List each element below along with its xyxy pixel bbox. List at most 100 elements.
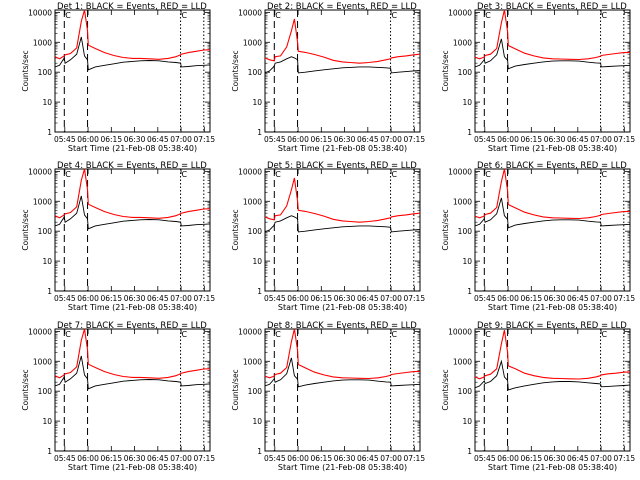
x-axis-title: Start Time (21-Feb-08 05:38:40) bbox=[68, 144, 197, 153]
x-tick-label: 05:45 bbox=[54, 294, 76, 303]
x-tick-label: 06:45 bbox=[357, 454, 379, 463]
panel-title: Det 3: BLACK = Events, RED = LLD bbox=[477, 2, 627, 12]
y-tick-label: 1 bbox=[257, 287, 262, 296]
flag-marker: C bbox=[602, 11, 608, 20]
x-tick-label: 06:00 bbox=[77, 454, 99, 463]
x-tick-label: 06:15 bbox=[520, 294, 542, 303]
y-tick-label: 1000 bbox=[33, 357, 52, 366]
detector-panel: Det 3: BLACK = Events, RED = LLD 1 10 100 10… bbox=[441, 2, 635, 153]
y-tick-label: 10 bbox=[462, 257, 472, 266]
flag-marker: C bbox=[485, 330, 491, 339]
panel-title: Det 7: BLACK = Events, RED = LLD bbox=[57, 321, 207, 331]
detector-panel: Det 6: BLACK = Events, RED = LLD 1 10 100 10… bbox=[441, 161, 635, 312]
y-tick-label: 100 bbox=[38, 227, 53, 236]
x-tick-label: 06:15 bbox=[310, 454, 332, 463]
y-tick-label: 1 bbox=[467, 128, 472, 137]
x-tick-label: 06:30 bbox=[544, 294, 566, 303]
x-axis-title: Start Time (21-Feb-08 05:38:40) bbox=[68, 303, 197, 312]
y-tick-label: 10 bbox=[252, 98, 262, 107]
x-tick-label: 06:30 bbox=[334, 454, 356, 463]
x-tick-label: 06:30 bbox=[124, 135, 146, 144]
panel-title: Det 9: BLACK = Events, RED = LLD bbox=[477, 321, 627, 331]
y-axis-title: Counts/sec bbox=[231, 50, 240, 91]
x-tick-label: 07:15 bbox=[613, 294, 635, 303]
x-tick-label: 06:45 bbox=[357, 135, 379, 144]
x-tick-label: 06:30 bbox=[124, 294, 146, 303]
y-tick-label: 100 bbox=[458, 387, 473, 396]
y-tick-label: 100 bbox=[248, 387, 263, 396]
panel-title: Det 1: BLACK = Events, RED = LLD bbox=[57, 2, 207, 12]
detector-panel: Det 9: BLACK = Events, RED = LLD 1 10 100 10… bbox=[441, 321, 635, 472]
x-tick-label: 05:45 bbox=[474, 294, 496, 303]
x-tick-label: 06:30 bbox=[124, 454, 146, 463]
x-axis-title: Start Time (21-Feb-08 05:38:40) bbox=[278, 463, 407, 472]
x-tick-label: 07:15 bbox=[403, 135, 425, 144]
flag-marker: C bbox=[392, 330, 398, 339]
x-tick-label: 07:15 bbox=[403, 454, 425, 463]
y-tick-label: 1000 bbox=[33, 38, 52, 47]
y-tick-label: 1000 bbox=[453, 38, 472, 47]
detector-panel: Det 7: BLACK = Events, RED = LLD 1 10 100 10… bbox=[21, 321, 215, 472]
x-tick-label: 05:45 bbox=[264, 135, 286, 144]
plot-frame bbox=[474, 9, 631, 133]
plot-frame bbox=[54, 168, 211, 292]
flag-marker: C bbox=[65, 330, 71, 339]
lld-series-line bbox=[54, 168, 211, 219]
y-tick-label: 100 bbox=[248, 68, 263, 77]
x-tick-label: 07:00 bbox=[170, 454, 192, 463]
x-axis-title: Start Time (21-Feb-08 05:38:40) bbox=[488, 144, 617, 153]
y-tick-label: 10000 bbox=[28, 167, 52, 176]
detector-panel: Det 5: BLACK = Events, RED = LLD 1 10 100 10… bbox=[231, 161, 425, 312]
plot-frame bbox=[264, 168, 421, 292]
events-series-line bbox=[264, 357, 421, 388]
y-axis-title: Counts/sec bbox=[231, 209, 240, 250]
lld-series-line bbox=[474, 9, 631, 61]
x-tick-label: 05:45 bbox=[474, 135, 496, 144]
x-tick-label: 06:15 bbox=[310, 294, 332, 303]
detector-panel: Det 1: BLACK = Events, RED = LLD 1 10 100 10… bbox=[21, 2, 215, 153]
flag-marker: C bbox=[182, 330, 188, 339]
x-tick-label: 07:15 bbox=[193, 454, 215, 463]
x-tick-label: 06:15 bbox=[520, 454, 542, 463]
y-axis-title: Counts/sec bbox=[21, 50, 30, 91]
x-tick-label: 06:30 bbox=[544, 135, 566, 144]
y-tick-label: 10000 bbox=[28, 327, 52, 336]
plot-frame bbox=[264, 9, 421, 133]
flag-marker: C bbox=[602, 330, 608, 339]
y-tick-label: 1 bbox=[47, 447, 52, 456]
panel-title: Det 8: BLACK = Events, RED = LLD bbox=[267, 321, 417, 331]
x-tick-label: 06:45 bbox=[147, 454, 169, 463]
x-tick-label: 06:15 bbox=[100, 135, 122, 144]
y-tick-label: 100 bbox=[38, 68, 53, 77]
plot-frame bbox=[474, 168, 631, 292]
x-tick-label: 05:45 bbox=[474, 454, 496, 463]
x-tick-label: 07:00 bbox=[590, 294, 612, 303]
y-axis-title: Counts/sec bbox=[231, 369, 240, 410]
lld-series-line bbox=[264, 177, 421, 223]
y-tick-label: 100 bbox=[38, 387, 53, 396]
x-axis-title: Start Time (21-Feb-08 05:38:40) bbox=[68, 463, 197, 472]
x-tick-label: 05:45 bbox=[54, 135, 76, 144]
x-tick-label: 06:00 bbox=[287, 454, 309, 463]
y-tick-label: 1 bbox=[257, 447, 262, 456]
flag-marker: C bbox=[65, 11, 71, 20]
x-tick-label: 07:00 bbox=[590, 454, 612, 463]
y-tick-label: 1000 bbox=[243, 197, 262, 206]
y-tick-label: 1 bbox=[467, 447, 472, 456]
x-tick-label: 07:00 bbox=[170, 135, 192, 144]
y-tick-label: 1000 bbox=[33, 197, 52, 206]
x-tick-label: 05:45 bbox=[264, 294, 286, 303]
y-tick-label: 10000 bbox=[238, 167, 262, 176]
x-tick-label: 07:15 bbox=[613, 454, 635, 463]
lld-series-line bbox=[474, 168, 631, 220]
panel-title: Det 6: BLACK = Events, RED = LLD bbox=[477, 161, 627, 171]
y-tick-label: 10 bbox=[42, 257, 52, 266]
x-tick-label: 06:15 bbox=[100, 454, 122, 463]
lld-series-line bbox=[264, 328, 421, 380]
x-tick-label: 07:00 bbox=[170, 294, 192, 303]
detector-panel: Det 4: BLACK = Events, RED = LLD 1 10 100 10… bbox=[21, 161, 215, 312]
y-tick-label: 100 bbox=[458, 68, 473, 77]
y-tick-label: 10000 bbox=[448, 167, 472, 176]
flag-marker: C bbox=[275, 11, 281, 20]
